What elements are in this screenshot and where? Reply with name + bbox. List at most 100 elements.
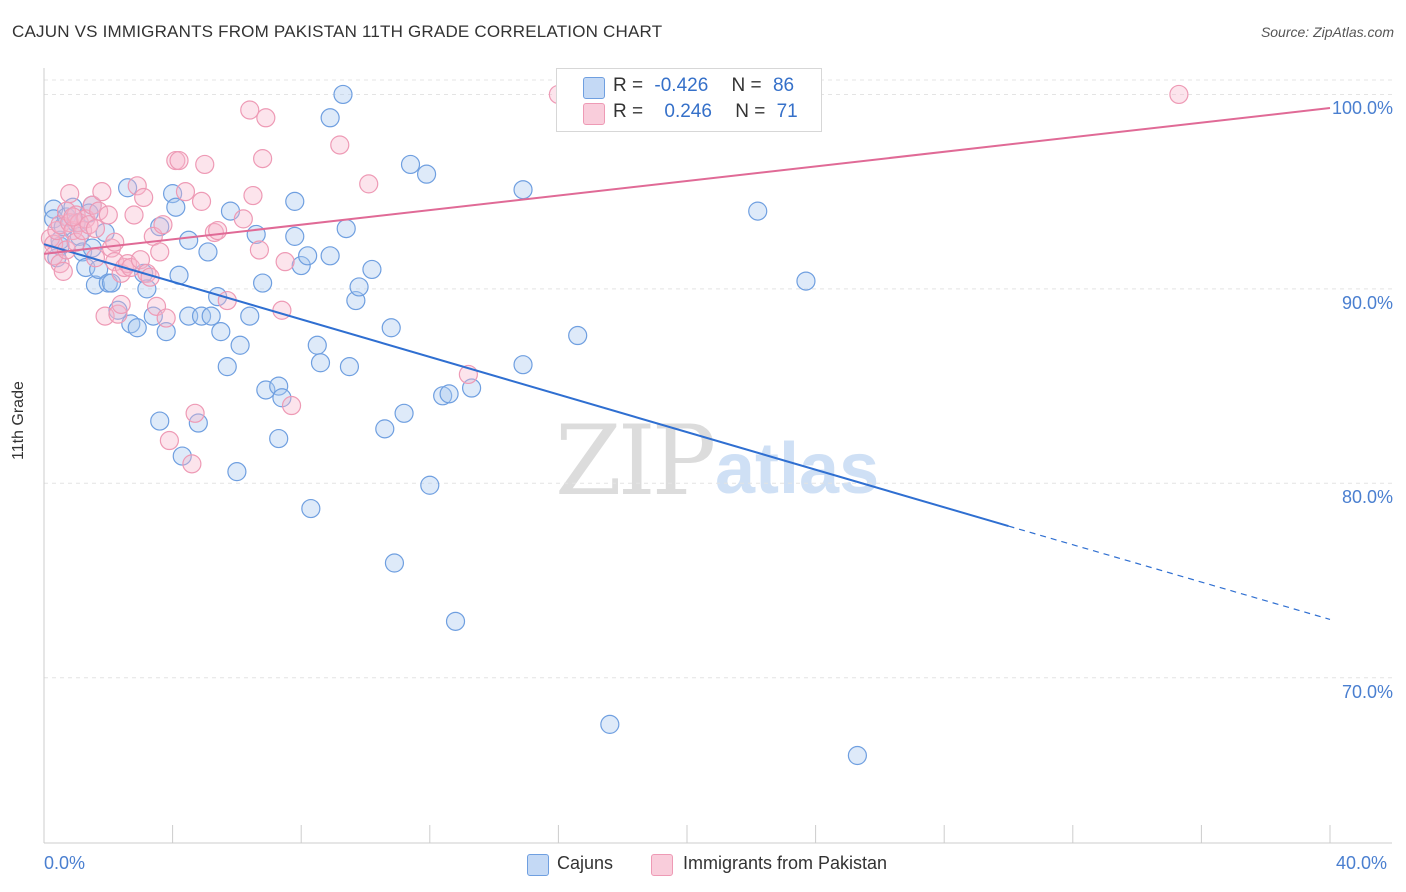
x-tick-label-max: 40.0% [1336, 853, 1388, 873]
cajuns-point-32 [179, 230, 199, 250]
cajuns-point-47 [256, 380, 276, 400]
cajuns-point-19 [117, 178, 138, 198]
chart-title: CAJUN VS IMMIGRANTS FROM PAKISTAN 11TH G… [12, 22, 663, 41]
cajuns-point-53 [291, 255, 311, 276]
pakistan-point-6 [53, 261, 73, 281]
pakistan-point-47 [182, 454, 202, 474]
pakistan-point-51 [204, 222, 224, 243]
legend-row-pakistan: R = 0.246 N = 71 [613, 101, 798, 127]
pakistan-point-55 [240, 100, 260, 120]
pakistan-point-67 [1169, 84, 1189, 105]
cajuns-point-37 [201, 306, 221, 326]
series-cajuns-points [44, 84, 867, 766]
x-tick-label-min: 0.0% [44, 853, 86, 873]
cajuns-point-60 [333, 84, 353, 105]
cajuns-point-56 [307, 335, 327, 355]
chart-source: Source: ZipAtlas.com [1260, 24, 1394, 40]
cajuns-point-81 [748, 201, 768, 221]
cajuns-point-74 [439, 384, 459, 404]
bottom-legend-swatch-cajuns [527, 854, 549, 876]
cajuns-point-82 [796, 271, 816, 291]
cajuns-point-69 [394, 403, 414, 423]
bottom-legend-swatch-pakistan [651, 854, 673, 876]
legend-swatch-pakistan [583, 103, 605, 125]
watermark-atlas: atlas [715, 429, 880, 509]
pakistan-point-62 [275, 252, 295, 272]
cajuns-point-26 [150, 411, 170, 431]
pakistan-point-69 [105, 232, 125, 252]
legend-n-value-pakistan: 71 [776, 101, 798, 122]
pakistan-point-59 [256, 108, 276, 128]
cajuns-point-36 [198, 242, 218, 262]
pakistan-point-23 [98, 205, 118, 225]
pakistan-point-61 [281, 395, 302, 416]
correlation-legend: R = -0.426 N = 86 R = 0.246 N = 71 [556, 68, 822, 132]
pakistan-point-40 [150, 242, 170, 262]
axes [43, 68, 1392, 844]
pakistan-point-21 [92, 182, 112, 202]
pakistan-point-35 [134, 187, 154, 208]
pakistan-point-32 [124, 205, 144, 225]
cajuns-trend-extension [1008, 525, 1331, 620]
cajuns-point-70 [400, 154, 421, 175]
cajuns-point-54 [298, 246, 318, 266]
pakistan-point-45 [169, 150, 189, 171]
pakistan-point-52 [208, 220, 228, 241]
y-tick-label-70: 70.0% [1341, 681, 1393, 702]
series-pakistan-points [40, 84, 1189, 474]
cajuns-point-50 [272, 388, 292, 408]
bottom-legend: Cajuns Immigrants from Pakistan [0, 852, 1406, 878]
cajuns-point-57 [310, 353, 331, 373]
cajuns-point-59 [320, 108, 340, 128]
pakistan-point-43 [159, 430, 179, 451]
y-tick-label-80: 80.0% [1341, 487, 1393, 508]
pakistan-point-42 [156, 308, 176, 328]
cajuns-point-25 [150, 217, 170, 237]
cajuns-point-79 [568, 325, 588, 346]
pakistan-point-33 [127, 176, 147, 196]
cajuns-point-31 [172, 446, 192, 466]
pakistan-point-56 [243, 185, 263, 206]
pakistan-point-20 [89, 201, 109, 221]
pakistan-point-57 [249, 240, 270, 260]
cajuns-point-49 [269, 428, 289, 449]
pakistan-trend-line [43, 107, 1331, 255]
cajuns-point-75 [445, 611, 466, 631]
cajuns-point-27 [156, 322, 176, 342]
cajuns-point-72 [420, 475, 440, 495]
pakistan-point-46 [175, 182, 196, 202]
cajuns-point-78 [513, 355, 533, 375]
cajuns-point-29 [166, 197, 186, 217]
cajuns-point-43 [230, 335, 250, 355]
cajuns-point-51 [285, 191, 305, 211]
cajuns-point-42 [227, 462, 247, 482]
pakistan-point-70 [63, 207, 83, 227]
pakistan-point-41 [153, 215, 173, 235]
bottom-legend-label-pakistan: Immigrants from Pakistan [683, 853, 888, 873]
cajuns-point-17 [101, 273, 122, 293]
pakistan-point-50 [195, 154, 215, 175]
legend-n-label: N = [735, 101, 766, 122]
legend-n-value-cajuns: 86 [772, 75, 795, 96]
pakistan-point-19 [85, 219, 106, 239]
cajuns-trend-line [43, 243, 1009, 528]
legend-swatch-cajuns [583, 77, 605, 99]
bottom-legend-label-cajuns: Cajuns [557, 853, 614, 873]
pakistan-point-49 [191, 191, 212, 211]
pakistan-point-64 [359, 174, 379, 194]
pakistan-point-27 [111, 294, 131, 315]
cajuns-point-64 [349, 277, 369, 297]
pakistan-point-63 [330, 135, 350, 155]
cajuns-point-23 [137, 279, 157, 299]
cajuns-point-67 [381, 318, 401, 338]
trend-lines [43, 107, 1331, 620]
legend-r-label: R = [613, 101, 644, 122]
watermark-zip: ZIP [555, 405, 716, 517]
legend-r-label: R = [613, 75, 644, 96]
cajuns-point-77 [513, 180, 533, 200]
legend-r-value-cajuns: -0.426 [654, 75, 709, 96]
cajuns-point-55 [301, 498, 321, 519]
y-tick-label-90: 90.0% [1341, 292, 1393, 313]
cajuns-point-52 [285, 226, 305, 246]
